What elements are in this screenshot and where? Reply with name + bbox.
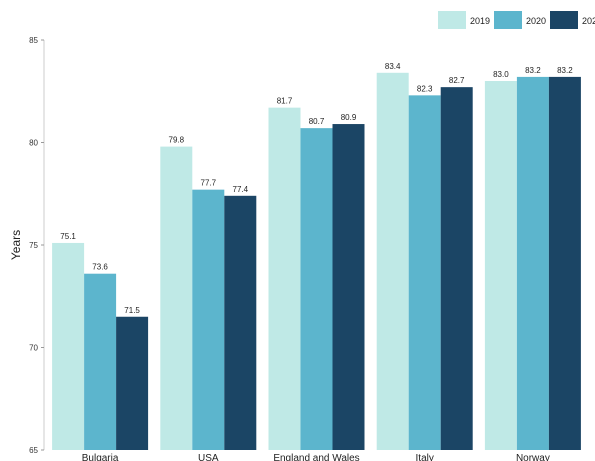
data-label: 73.6 [92,263,108,272]
data-label: 77.7 [201,179,217,188]
data-label: 82.3 [417,84,433,93]
data-label: 79.8 [169,136,185,145]
bar-italy-2020 [408,95,441,450]
data-label: 83.2 [557,66,573,75]
bar-england-and-wales-2021 [332,124,365,451]
bar-norway-2021 [548,76,581,451]
y-tick-label: 80 [29,139,38,148]
bar-italy-2019 [376,72,409,451]
x-category-label: Italy [416,453,434,461]
x-axis: Bulgaria USA England and Wales Italy Norway [82,453,550,461]
bar-norway-2019 [484,81,517,450]
x-category-label: England and Wales [273,453,359,461]
y-tick-label: 70 [29,344,38,353]
data-label: 81.7 [277,97,293,106]
legend-swatch-2020 [494,11,522,29]
data-label: 80.9 [341,113,357,122]
bar-bulgaria-2019 [52,242,85,450]
bar-england-and-wales-2019 [268,107,301,451]
data-label: 77.4 [233,185,249,194]
bar-bulgaria-2021 [116,316,149,450]
bar-england-and-wales-2020 [300,128,333,450]
bar-bulgaria-2020 [84,273,117,450]
legend-label: 2020 [526,16,546,26]
data-label: 71.5 [124,306,140,315]
y-tick-label: 75 [29,241,38,250]
y-axis-title: Years [9,230,23,260]
data-label: 83.2 [525,66,541,75]
data-label: 83.4 [385,62,401,71]
bar-italy-2021 [440,87,473,451]
legend-swatch-2019 [438,11,466,29]
bar-norway-2020 [516,76,549,451]
x-category-label: Bulgaria [82,453,119,461]
legend-label: 2019 [470,16,490,26]
x-category-label: Norway [516,453,550,461]
legend: 2019 2020 2021 [438,11,595,29]
bar-usa-2019 [160,146,193,450]
data-label: 75.1 [60,232,76,241]
bars: 75.1 73.6 71.5 79.8 77.7 77.4 81.7 80.7 80.9 83.4… [52,62,581,451]
x-category-label: USA [198,453,219,461]
bar-usa-2020 [192,189,225,450]
y-tick-label: 65 [29,446,38,455]
y-tick-label: 85 [29,36,38,45]
data-label: 83.0 [493,70,509,79]
y-axis: 65 70 75 80 85 [29,36,45,455]
bar-usa-2021 [224,195,257,450]
legend-swatch-2021 [550,11,578,29]
data-label: 82.7 [449,76,465,85]
data-label: 80.7 [309,117,325,126]
legend-label: 2021 [582,16,595,26]
